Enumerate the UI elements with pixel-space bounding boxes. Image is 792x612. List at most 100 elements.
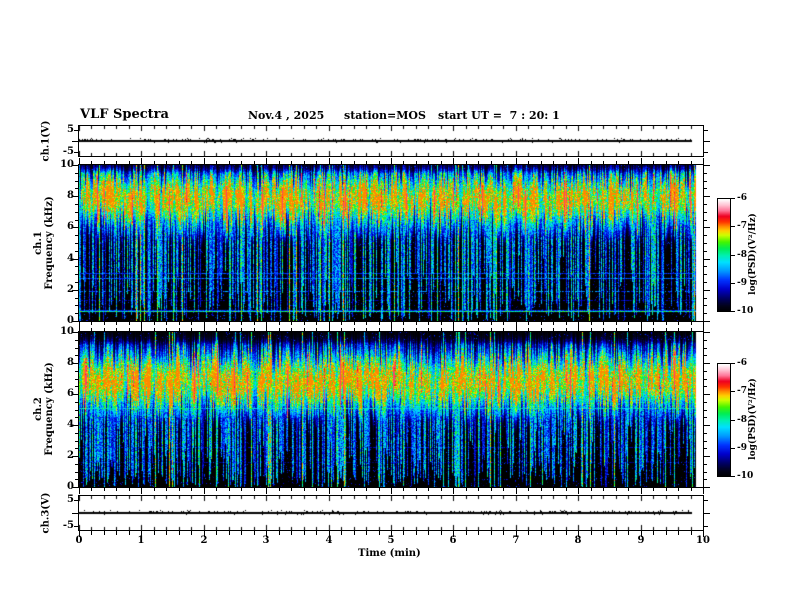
axis-tick xyxy=(354,328,355,331)
ch1-strip-ymin-label: -5 xyxy=(62,146,74,157)
x-tick-label: 0 xyxy=(75,535,83,546)
axis-tick xyxy=(616,328,617,331)
ch1-y-tick-label: 6 xyxy=(67,221,74,232)
axis-tick xyxy=(428,161,429,164)
axis-tick xyxy=(72,141,78,142)
ch1-y-tick-label: 2 xyxy=(67,284,74,295)
axis-tick xyxy=(591,322,592,325)
axis-tick xyxy=(279,328,280,331)
axis-tick xyxy=(528,322,529,325)
axis-tick xyxy=(379,488,380,491)
axis-tick xyxy=(329,325,330,331)
axis-tick xyxy=(216,488,217,491)
axis-tick xyxy=(104,328,105,331)
axis-tick xyxy=(191,161,192,164)
ch3-strip-ymax-label: 5 xyxy=(67,494,74,505)
axis-tick xyxy=(379,161,380,164)
axis-tick xyxy=(75,282,78,283)
axis-tick xyxy=(704,456,710,457)
axis-tick xyxy=(516,158,517,164)
plot-station: station=MOS xyxy=(344,109,426,122)
ch2-colorbar-tick-label: -9 xyxy=(737,443,747,453)
time-axis-label: Time (min) xyxy=(358,548,421,559)
axis-tick xyxy=(704,386,707,387)
plot-start-ut: start UT = 7 : 20: 1 xyxy=(438,109,560,122)
ch3-strip-ymin-label: -5 xyxy=(62,520,74,531)
axis-tick xyxy=(366,322,367,325)
axis-tick xyxy=(553,488,554,491)
ch2-y-tick-label: 0 xyxy=(67,481,74,492)
axis-tick xyxy=(166,531,167,535)
ch2-spectrogram-canvas xyxy=(79,332,703,487)
axis-tick xyxy=(704,513,710,514)
axis-tick xyxy=(731,420,735,421)
axis-tick xyxy=(75,379,78,380)
axis-tick xyxy=(241,161,242,164)
axis-tick xyxy=(254,328,255,331)
ch1-strip-ymax-label: 5 xyxy=(67,124,74,135)
axis-tick xyxy=(553,322,554,325)
axis-tick xyxy=(731,448,735,449)
axis-tick xyxy=(628,488,629,491)
axis-tick xyxy=(75,266,78,267)
axis-tick xyxy=(641,531,642,537)
axis-tick xyxy=(266,488,267,494)
axis-tick xyxy=(75,220,78,221)
axis-tick xyxy=(603,531,604,535)
axis-tick xyxy=(616,488,617,491)
axis-tick xyxy=(704,479,707,480)
axis-tick xyxy=(91,322,92,325)
axis-tick xyxy=(566,328,567,331)
axis-tick xyxy=(466,488,467,491)
plot-date: Nov.4 , 2025 xyxy=(248,109,325,122)
ch2-spectrogram-panel xyxy=(78,331,704,488)
axis-tick xyxy=(603,161,604,164)
axis-tick xyxy=(154,531,155,535)
x-tick-label: 4 xyxy=(325,535,333,546)
axis-tick xyxy=(141,325,142,331)
axis-tick xyxy=(304,488,305,491)
axis-tick xyxy=(466,531,467,535)
axis-tick xyxy=(316,328,317,331)
axis-tick xyxy=(316,531,317,535)
axis-tick xyxy=(704,196,710,197)
ch2-y-tick-label: 10 xyxy=(60,326,74,337)
axis-tick xyxy=(304,328,305,331)
axis-tick xyxy=(241,328,242,331)
ch1-y-tick-label: 0 xyxy=(67,315,74,326)
axis-tick xyxy=(703,325,704,331)
axis-tick xyxy=(704,152,708,153)
ch1-colorbar xyxy=(717,198,731,312)
axis-tick xyxy=(603,488,604,491)
ch1-waveform-canvas xyxy=(79,126,703,156)
axis-tick xyxy=(591,161,592,164)
axis-tick xyxy=(316,161,317,164)
axis-tick xyxy=(166,161,167,164)
axis-tick xyxy=(704,332,710,333)
axis-tick xyxy=(704,441,707,442)
axis-tick xyxy=(491,488,492,491)
axis-tick xyxy=(653,322,654,325)
axis-tick xyxy=(591,328,592,331)
ch2-colorbar-canvas xyxy=(718,364,730,476)
axis-tick xyxy=(291,161,292,164)
axis-tick xyxy=(466,328,467,331)
axis-tick xyxy=(75,464,78,465)
axis-tick xyxy=(379,322,380,325)
axis-tick xyxy=(366,531,367,535)
axis-tick xyxy=(503,328,504,331)
axis-tick xyxy=(703,158,704,164)
axis-tick xyxy=(354,322,355,325)
axis-tick xyxy=(75,340,78,341)
axis-tick xyxy=(75,204,78,205)
axis-tick xyxy=(704,348,707,349)
axis-tick xyxy=(453,158,454,164)
axis-tick xyxy=(75,410,78,411)
ch1-y-tick-label: 8 xyxy=(67,190,74,201)
axis-tick xyxy=(416,328,417,331)
ch2-y-tick-label: 4 xyxy=(67,419,74,430)
axis-tick xyxy=(704,417,707,418)
axis-tick xyxy=(75,251,78,252)
ch3-waveform-canvas xyxy=(79,496,703,530)
axis-tick xyxy=(91,328,92,331)
